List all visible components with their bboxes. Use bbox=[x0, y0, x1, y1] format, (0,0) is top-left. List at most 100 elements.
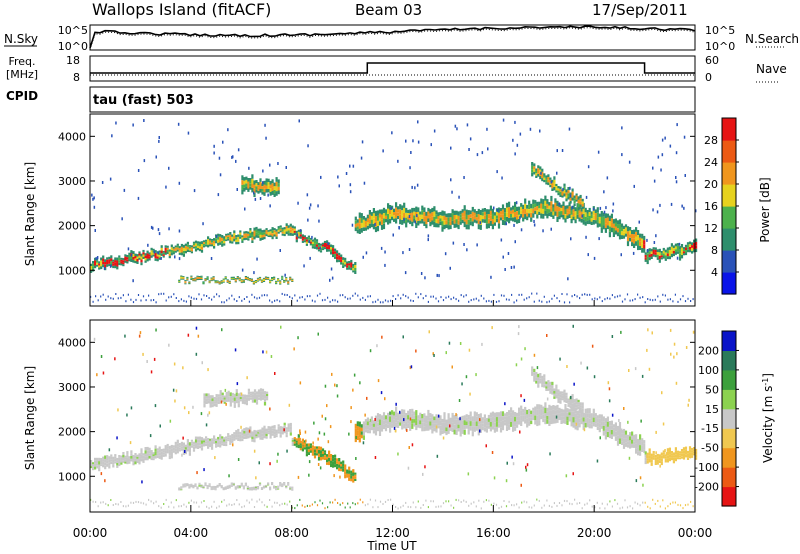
heatmap-cell bbox=[673, 355, 675, 359]
heatmap-cell bbox=[255, 391, 259, 395]
heatmap-cell bbox=[182, 250, 185, 254]
heatmap-cell bbox=[475, 373, 477, 377]
heatmap-cell bbox=[126, 460, 129, 465]
heatmap-cell bbox=[471, 431, 474, 437]
heatmap-cell bbox=[608, 221, 611, 227]
heatmap-cell bbox=[401, 409, 404, 415]
heatmap-cell bbox=[637, 451, 640, 456]
heatmap-cell bbox=[359, 381, 361, 385]
heatmap-cell bbox=[691, 447, 694, 451]
heatmap-cell bbox=[271, 227, 274, 231]
heatmap-cell bbox=[210, 257, 213, 260]
heatmap-cell bbox=[448, 500, 450, 503]
heatmap-cell bbox=[233, 432, 236, 435]
heatmap-cell bbox=[496, 170, 498, 174]
heatmap-cell bbox=[323, 432, 326, 436]
heatmap-cell bbox=[186, 484, 189, 486]
heatmap-cell bbox=[387, 412, 390, 417]
heatmap-cell bbox=[366, 225, 369, 230]
heatmap-cell bbox=[437, 418, 440, 423]
heatmap-cell bbox=[259, 237, 262, 241]
heatmap-cell bbox=[196, 276, 199, 278]
heatmap-cell bbox=[380, 419, 384, 424]
heatmap-cell bbox=[263, 188, 266, 193]
heatmap-cell bbox=[262, 350, 264, 354]
heatmap-cell bbox=[127, 293, 129, 296]
heatmap-cell bbox=[168, 227, 170, 231]
heatmap-cell bbox=[186, 485, 189, 487]
heatmap-cell bbox=[124, 461, 127, 464]
heatmap-cell bbox=[414, 220, 417, 224]
heatmap-cell bbox=[242, 485, 245, 487]
heatmap-cell bbox=[303, 444, 306, 448]
heatmap-cell bbox=[384, 423, 388, 428]
heatmap-cell bbox=[366, 425, 369, 430]
heatmap-cell bbox=[301, 236, 304, 239]
heatmap-cell bbox=[94, 457, 97, 461]
heatmap-cell bbox=[204, 482, 207, 484]
heatmap-cell bbox=[565, 395, 568, 398]
heatmap-cell bbox=[224, 388, 227, 392]
heatmap-cell bbox=[594, 209, 597, 213]
heatmap-cell bbox=[524, 406, 527, 412]
heatmap-cell bbox=[253, 399, 257, 403]
heatmap-cell bbox=[255, 434, 258, 437]
heatmap-cell bbox=[680, 451, 684, 454]
heatmap-cell bbox=[660, 251, 663, 254]
heatmap-cell bbox=[659, 505, 661, 508]
heatmap-cell bbox=[490, 275, 492, 279]
heatmap-cell bbox=[512, 415, 515, 421]
heatmap-cell bbox=[136, 456, 139, 459]
heatmap-cell bbox=[481, 219, 484, 223]
heatmap-cell bbox=[301, 448, 304, 452]
heatmap-cell bbox=[328, 247, 331, 250]
heatmap-cell bbox=[214, 280, 217, 282]
heatmap-cell bbox=[156, 253, 159, 257]
heatmap-cell bbox=[397, 412, 400, 417]
heatmap-cell bbox=[413, 419, 416, 423]
heatmap-cell bbox=[246, 278, 249, 280]
heatmap-cell bbox=[271, 236, 274, 240]
heatmap-cell bbox=[221, 301, 223, 304]
heatmap-cell bbox=[560, 211, 563, 215]
x-tick-label: 04:00 bbox=[174, 526, 209, 540]
heatmap-cell bbox=[170, 252, 173, 256]
heatmap-cell bbox=[449, 213, 452, 218]
heatmap-cell bbox=[136, 460, 139, 463]
heatmap-cell bbox=[578, 418, 581, 423]
heatmap-cell bbox=[162, 454, 165, 457]
heatmap-cell bbox=[186, 278, 189, 280]
heatmap-cell bbox=[134, 461, 137, 465]
heatmap-cell bbox=[419, 420, 422, 425]
heatmap-cell bbox=[338, 252, 341, 256]
heatmap-cell bbox=[183, 299, 185, 302]
heatmap-cell bbox=[557, 186, 560, 189]
heatmap-cell bbox=[648, 248, 651, 252]
heatmap-cell bbox=[485, 428, 488, 433]
heatmap-cell bbox=[311, 450, 314, 454]
heatmap-cell bbox=[423, 221, 426, 226]
heatmap-cell bbox=[626, 434, 630, 438]
heatmap-cell bbox=[150, 500, 152, 503]
heatmap-cell bbox=[451, 417, 454, 423]
heatmap-cell bbox=[393, 208, 396, 212]
heatmap-cell bbox=[170, 249, 173, 253]
heatmap-cell bbox=[614, 230, 617, 235]
heatmap-cell bbox=[683, 206, 685, 210]
heatmap-cell bbox=[203, 500, 205, 502]
heatmap-cell bbox=[301, 240, 304, 243]
heatmap-cell bbox=[130, 253, 133, 257]
heatmap-cell bbox=[465, 421, 468, 426]
heatmap-cell bbox=[580, 211, 583, 216]
heatmap-cell bbox=[565, 192, 568, 196]
heatmap-cell bbox=[567, 190, 570, 194]
heatmap-cell bbox=[352, 266, 355, 269]
heatmap-cell bbox=[100, 472, 103, 476]
heatmap-cell bbox=[348, 267, 351, 270]
heatmap-cell bbox=[506, 461, 508, 465]
heatmap-cell bbox=[360, 213, 363, 218]
heatmap-cell bbox=[251, 434, 254, 437]
heatmap-cell bbox=[305, 243, 308, 246]
heatmap-cell bbox=[255, 180, 258, 184]
